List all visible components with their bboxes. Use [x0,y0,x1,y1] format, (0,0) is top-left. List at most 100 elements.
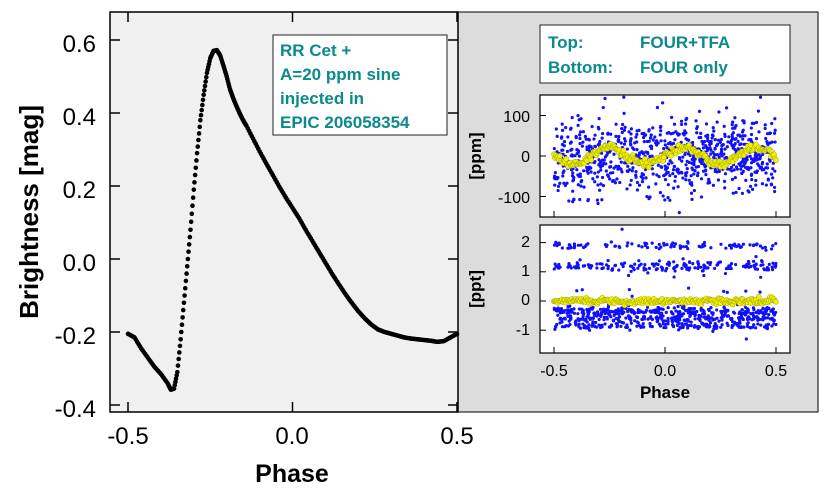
inset-top-residual-point [681,155,685,159]
inset-top-residual-point [565,181,569,185]
inset-top-residual-point [629,178,633,183]
inset-top-residual-point [596,170,600,174]
inset-bottom-residual-point [761,315,765,319]
inset-top-residual-point [705,136,710,140]
inset-top-residual-point [743,134,747,138]
inset-top-residual-point [617,134,621,139]
lightcurve-point [197,124,203,130]
inset-bottom-residual-point [711,318,715,322]
inset-top-residual-point [687,160,691,165]
y-tick-label-0.2: 0.2 [63,177,96,204]
inset-bottom-residual-point [764,248,768,252]
inset-top-residual-point [597,117,601,121]
inset-top-residual-point [637,128,641,132]
inset-bottom-residual-point [568,322,572,327]
inset-top-residual-point [684,118,688,122]
inset-top-residual-point [730,177,735,181]
inset-top-residual-point [632,147,636,151]
inset-bottom-residual-point [679,313,684,317]
inset-top-residual-point [673,179,677,183]
inset-bottom-residual-point [585,320,589,324]
inset-bottom-residual-point [749,312,753,316]
inset-axis-ticks [540,115,777,353]
inset-bottom-residual-point [737,243,741,247]
inset-bottom-residual-point [590,264,594,268]
inset-top-residual-point [562,181,566,185]
inset-top-residual-point [627,130,631,134]
inset-top-residual-point [670,115,674,119]
inset-top-residual-point [593,133,597,137]
inset-bottom-residual-point [613,244,617,248]
inset-bottom-residual-point [633,262,637,266]
inset-top-residual-point [592,137,596,141]
inset-bottom-residual-point [641,322,645,326]
inset-top-residual-point [637,183,642,187]
inset-bottom-residual-point [606,258,610,263]
inset-bottom-residual-point [657,242,661,247]
inset-bottom-residual-point [666,316,670,321]
inset-bottom-residual-point [770,268,775,272]
inset-top-residual-point [600,198,604,202]
inset-bottom-residual-point [771,308,775,312]
inset-top-residual-point [665,170,669,174]
inset-bottom-residual-point [681,257,685,261]
inset-bottom-residual-point [591,320,595,324]
inset-bottom-residual-point [611,267,615,271]
legend-top-label: Top: [548,33,584,52]
inset-top-residual-point [736,139,740,144]
main-plot-frame [109,11,459,413]
lightcurve-point [184,264,190,269]
inset-top-residual-point [618,180,622,185]
inset-top-residual-point [771,176,775,180]
inset-bottom-residual-point [672,275,676,279]
inset-bottom-residual-point [673,242,678,246]
lightcurve-point [183,278,189,284]
inset-top-residual-point [704,164,708,168]
inset-top-residual-point [753,153,757,157]
lightcurve-point [195,144,201,149]
inset-bottom-residual-point [688,313,692,317]
inset-top-residual-point [628,183,632,187]
inset-top-residual-point [571,179,575,183]
inset-bottom-residual-point [770,265,774,269]
inset-bottom-points [551,227,779,341]
inset-top-residual-point [740,171,744,175]
inset-bottom-residual-point [579,243,583,247]
inset-bottom-residual-point [727,264,731,268]
inset-top-residual-point [741,160,745,164]
inset-top-residual-point [567,199,571,203]
inset-bottom-residual-point [560,320,564,324]
inset-bottom-residual-point [649,310,653,314]
inset-top-residual-point [571,200,575,204]
inset-bottom-residual-point [657,309,661,314]
lightcurve-point [194,158,199,163]
inset-bottom-residual-point [580,288,584,292]
inset-bottom-residual-point [555,322,559,327]
inset-top-residual-point [602,158,606,162]
lightcurve-point [193,165,199,171]
inset-bottom-residual-point [681,324,685,329]
inset-top-residual-point [704,173,708,177]
inset-top-residual-point [647,197,651,201]
inset-top-residual-point [616,139,620,143]
inset-bottom-residual-point [640,245,644,249]
inset-bottom-residual-point [585,307,589,312]
inset-bottom-residual-point [696,266,700,270]
inset-top-residual-point [731,131,736,135]
inset-top-residual-point [645,194,649,199]
inset-bottom-residual-point [595,311,599,315]
inset-bottom-residual-point [643,262,647,267]
inset-bottom-residual-point [707,323,711,328]
inset-top-residual-point [671,172,675,176]
inset-bottom-residual-point [650,317,655,321]
inset-bottom-residual-point [735,323,739,327]
inset-top-residual-point [699,177,704,181]
inset-bottom-residual-point [702,322,706,326]
inset-top-residual-point [683,152,687,157]
inset-bottom-residual-point [612,310,616,314]
inset-top-residual-point [704,122,709,126]
inset-bottom-residual-point [557,241,561,245]
inset-top-residual-point [695,131,699,135]
inset-bottom-residual-point [719,325,723,329]
inset-bottom-residual-point [692,306,697,311]
